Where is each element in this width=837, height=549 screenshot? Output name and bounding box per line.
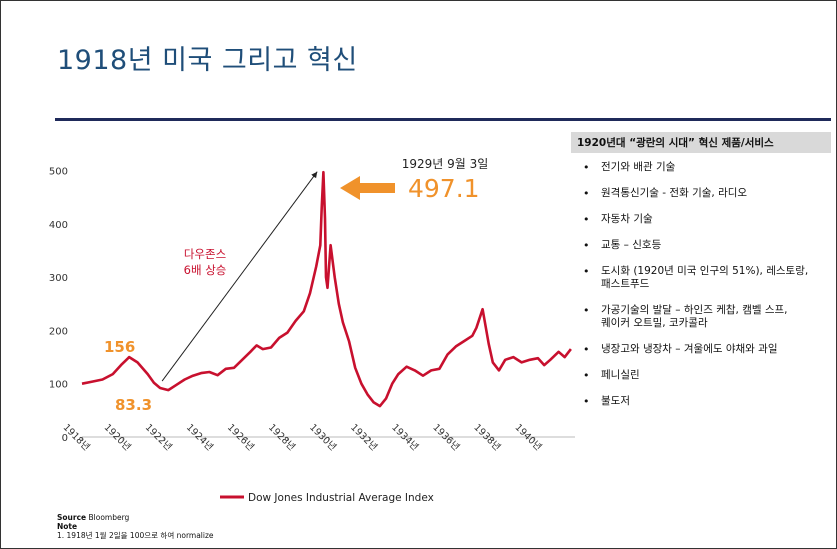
rise-label: 6배 상승 [184,263,227,277]
peak-arrow-icon [340,176,395,200]
high-1919-label: 156 [104,338,135,356]
y-tick-label: 100 [49,380,68,391]
source-label: Source [57,513,87,522]
x-tick-label: 1928년 [266,422,297,453]
innovation-item: • 원격통신기술 - 전화 기술, 라디오 [571,187,831,200]
innovation-item-text: 패스트푸드 [601,278,650,290]
x-tick-label: 1932년 [348,422,379,453]
innovation-item-text: 교통 – 신호등 [601,239,662,251]
x-tick-label: 1920년 [102,422,133,453]
innovation-item-text: 가공기술의 발달 – 하인즈 케찹, 캠벨 스프, [601,304,788,316]
innovation-item-text: 페니실린 [601,369,640,381]
innovation-item: • 불도저 [571,395,831,408]
source-text: Bloomberg [88,513,130,522]
bullet-icon: • [583,239,590,252]
innovation-item-text: 자동차 기술 [601,213,653,225]
innovation-item: • 교통 – 신호등 [571,239,831,252]
innovation-item: • 자동차 기술 [571,213,831,226]
bullet-icon: • [583,343,590,356]
innovation-item-text: 원격통신기술 - 전화 기술, 라디오 [601,187,748,199]
peak-date-label: 1929년 9월 3일 [402,157,489,171]
innovation-item-text: 냉장고와 냉장차 – 겨울에도 야채와 과일 [601,343,778,355]
innovation-item: • 전기와 배관 기술 [571,161,831,174]
page-title: 1918년 미국 그리고 혁신 [57,45,358,76]
innovation-item-text: 전기와 배관 기술 [601,161,676,173]
innovation-item: • 도시화 (1920년 미국 인구의 51%), 레스토랑, 패스트푸드 [571,265,831,291]
y-tick-label: 300 [49,273,68,284]
rise-label: 다우존스 [184,247,226,261]
innovation-item-text: 불도저 [601,395,630,407]
y-tick-label: 200 [49,326,68,337]
innovation-item: • 가공기술의 발달 – 하인즈 케찹, 캠벨 스프, 퀘이커 오트밀, 코카콜라 [571,304,831,330]
x-tick-label: 1924년 [184,422,215,453]
title-divider [55,118,831,121]
innovation-item-text: 도시화 (1920년 미국 인구의 51%), 레스토랑, [601,265,809,277]
peak-value-label: 497.1 [408,174,480,203]
series-line [81,170,572,408]
x-tick-label: 1930년 [307,422,338,453]
y-tick-label: 400 [49,220,68,231]
innovation-item: • 냉장고와 냉장차 – 겨울에도 야채와 과일 [571,343,831,356]
source-note: Source Bloomberg Note 1. 1918년 1월 2일을 10… [57,513,214,540]
x-tick-label: 1936년 [430,422,461,453]
x-tick-label: 1926년 [225,422,256,453]
bullet-icon: • [583,304,590,317]
innovation-item-text: 퀘이커 오트밀, 코카콜라 [601,317,708,329]
innovation-list: • 전기와 배관 기술 • 원격통신기술 - 전화 기술, 라디오 • 자동차 기술 • 교통… [571,161,831,408]
bullet-icon: • [583,265,590,278]
low-1921-label: 83.3 [115,396,152,414]
rise-arrow [161,171,318,382]
x-tick-label: 1922년 [143,422,174,453]
legend-label: Dow Jones Industrial Average Index [248,492,434,504]
note-label: Note [57,522,78,531]
x-tick-label: 1934년 [389,422,420,453]
x-tick-label: 1938년 [471,422,502,453]
bullet-icon: • [583,395,590,408]
x-tick-label: 1940년 [513,422,544,453]
innovation-panel: 1920년대 “광란의 시대” 혁신 제품/서비스 • 전기와 배관 기술 • 원격통… [571,132,831,421]
bullet-icon: • [583,213,590,226]
y-tick-label: 0 [62,433,68,444]
innovation-item: • 페니실린 [571,369,831,382]
bullet-icon: • [583,369,590,382]
y-tick-label: 500 [49,167,68,178]
note-text: 1. 1918년 1월 2일을 100으로 하여 normalize [57,531,214,540]
bullet-icon: • [583,187,590,200]
bullet-icon: • [583,161,590,174]
panel-header: 1920년대 “광란의 시대” 혁신 제품/서비스 [571,132,831,153]
